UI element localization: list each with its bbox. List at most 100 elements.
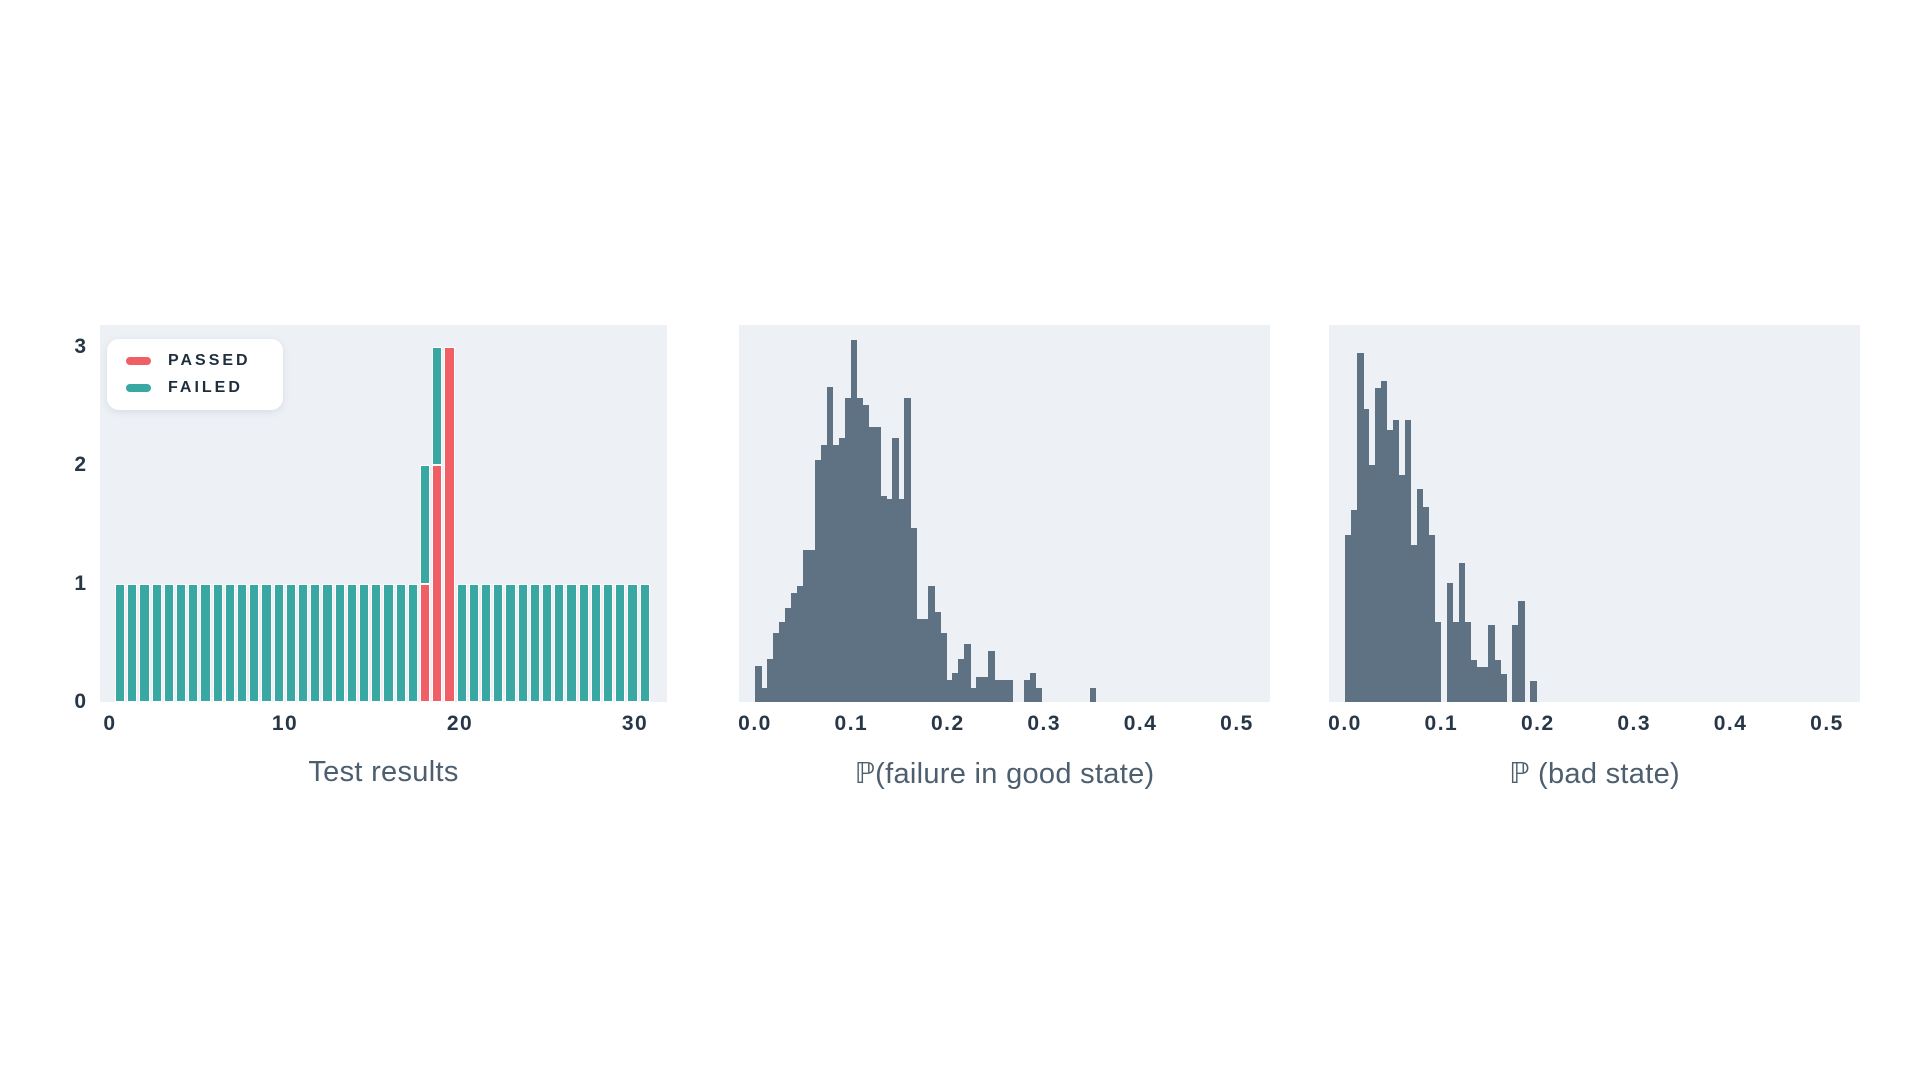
histogram-bar [832,445,840,702]
bar-segment-failed [115,583,126,702]
histogram-bar [1494,660,1501,702]
bar-segment-failed [298,583,309,702]
bar-segment-failed [212,583,223,702]
bar-segment-failed [224,583,235,702]
histogram-bar [808,550,816,702]
histogram-bar [922,618,929,702]
histogram-bar [826,387,834,702]
histogram-bar [952,673,959,702]
legend-item-passed: PASSED [126,352,283,370]
bad-state-x-axis: 0.0 0.1 0.2 0.3 0.4 0.5 [1328,712,1860,746]
x-tick-label: 0 [103,712,117,735]
bar-segment-failed [163,583,174,702]
bar-segment-failed [517,583,528,702]
bar-segment-failed [627,583,638,702]
x-tick-label: 0.5 [1810,712,1844,735]
x-tick-label: 20 [446,712,474,735]
bar-segment-failed [261,583,272,702]
x-tick-label: 0.3 [1027,712,1062,735]
test-results-plot-area: PASSED FAILED [100,325,667,702]
bar-segment-failed [456,583,467,702]
bar-segment-failed [139,583,150,702]
histogram-bar [1410,545,1418,702]
bad-state-plot-area [1329,325,1860,702]
histogram-bar [1452,621,1460,702]
histogram-bar [1434,621,1442,702]
x-tick-label: 0.0 [738,712,772,735]
histogram-bar [1029,673,1037,702]
bar-segment-failed [127,583,138,702]
bar-segment-failed [322,583,333,702]
histogram-bar [1035,687,1043,702]
bar-segment-failed [432,347,443,466]
x-tick-label: 0.3 [1617,712,1652,735]
histogram-bar [1482,667,1490,702]
x-tick-label: 0.1 [834,712,869,735]
test-results-chart: PASSED FAILED 0 1 2 3 0 10 20 30 Test results [74,0,667,1080]
histogram-bar [880,495,888,702]
failure-good-state-chart: 0.0 0.1 0.2 0.3 0.4 0.5 ℙ(failure in good sta… [738,0,1270,1080]
failure-good-state-plot-area [739,325,1270,702]
histogram-bar [844,398,852,702]
histogram-bar [760,687,768,702]
histogram-bar [1386,430,1394,702]
histogram-bar [964,644,971,702]
failure-good-state-x-axis: 0.0 0.1 0.2 0.3 0.4 0.5 [738,712,1270,746]
x-tick-label: 0.1 [1424,712,1459,735]
histogram-bar [904,398,911,702]
bar-segment-failed [468,583,479,702]
y-tick-label: 1 [74,571,86,595]
bar-segment-failed [334,583,345,702]
legend-item-failed: FAILED [126,379,283,397]
bar-segment-passed [444,347,455,702]
histogram-bar [886,499,894,702]
histogram-bar [1488,625,1495,702]
histogram-bar [1380,381,1388,702]
failure-good-state-title: ℙ(failure in good state) [854,758,1155,790]
bar-segment-failed [200,583,211,702]
histogram-bar [988,651,995,702]
histogram-bar [790,593,798,702]
histogram-bar [898,499,905,702]
histogram-bar [1422,506,1430,702]
x-tick-label: 0.4 [1123,712,1158,735]
bar-segment-failed [493,583,504,702]
bar-segment-failed [554,583,565,702]
bar-segment-failed [249,583,260,702]
x-tick-label: 0.2 [1520,712,1555,735]
histogram-bar [874,426,882,702]
histogram-bar [892,437,900,702]
histogram-bar [814,459,822,702]
histogram-bar [1476,667,1484,702]
bar-segment-failed [273,583,284,702]
legend: PASSED FAILED [107,339,283,410]
test-results-y-axis: 0 1 2 3 [42,325,86,713]
histogram-bar [1089,687,1097,702]
test-results-title: Test results [308,756,459,788]
bar-segment-failed [639,583,650,702]
histogram-bar [934,611,941,702]
histogram-bar [1512,625,1519,702]
bar-segment-failed [603,583,614,702]
histogram-bar [868,426,876,702]
histogram-bar [1356,353,1364,702]
bar-segment-failed [383,583,394,702]
histogram-bar [784,607,792,702]
bar-segment-failed [371,583,382,702]
histogram-bar [796,586,804,702]
bar-segment-failed [578,583,589,702]
histogram-bar [1023,680,1031,702]
x-tick-label: 0.0 [1328,712,1362,735]
histogram-bar [940,633,947,702]
bar-segment-failed [310,583,321,702]
histogram-bar [982,676,989,702]
x-tick-label: 10 [271,712,299,735]
bar-segment-failed [420,465,431,584]
histogram-bar [755,665,762,702]
bar-segment-failed [542,583,553,702]
y-tick-label: 0 [74,690,86,713]
histogram-bar [820,445,828,702]
histogram-bar [1374,388,1382,702]
legend-label-failed: FAILED [168,379,243,396]
